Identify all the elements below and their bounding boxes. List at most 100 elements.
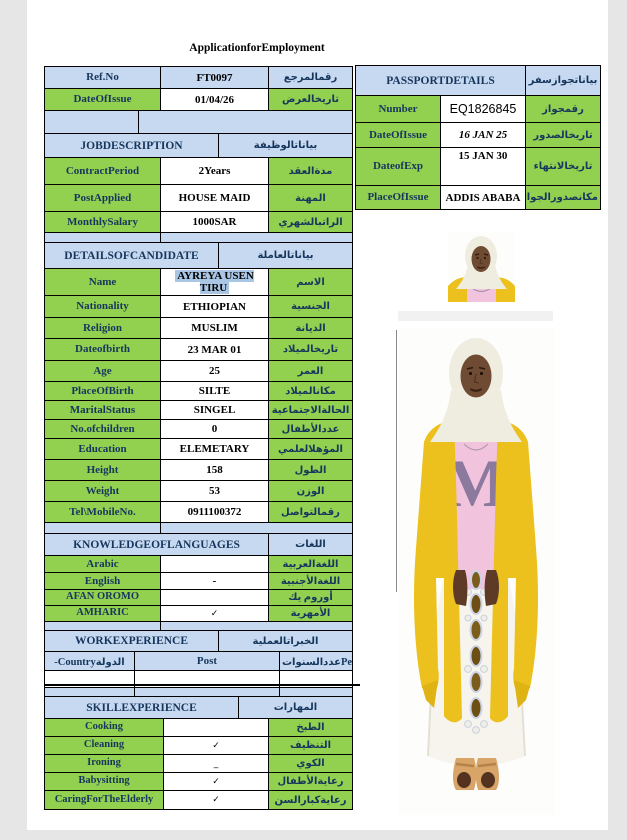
row-value[interactable]: FT0097 — [160, 66, 269, 89]
spacer-row — [44, 522, 353, 534]
row-value[interactable]: 158 — [160, 459, 269, 481]
row-label: DateOfIssue — [44, 88, 161, 111]
row-label-arabic: رعايةالأطفال — [268, 772, 353, 791]
column-header-period: عددالسنواتPeriod- — [279, 651, 353, 671]
empty-cell — [44, 522, 161, 534]
row-label: Tel\MobileNo. — [44, 501, 161, 523]
row-label: PlaceOfIssue — [355, 185, 441, 210]
row-value[interactable]: 23 MAR 01 — [160, 338, 269, 361]
row-label-arabic: أوروم يك — [268, 589, 353, 606]
pink-shirt — [444, 428, 508, 589]
row-value[interactable]: 0 — [160, 419, 269, 439]
row-label: AFAN OROMO — [44, 589, 161, 606]
table-row: DateOfIssue 01/04/26 تاريخالعرض — [44, 88, 353, 111]
row-value[interactable] — [163, 718, 269, 737]
row-value[interactable]: 01/04/26 — [160, 88, 269, 111]
row-label: Age — [44, 360, 161, 382]
row-label: DateOfIssue — [355, 122, 441, 148]
table-row: PlaceOfBirth SILTE مكانالميلاد — [44, 381, 353, 401]
row-label: Education — [44, 438, 161, 460]
row-value[interactable]: 53 — [160, 480, 269, 502]
languages-header: KNOWLEDGEOFLANGUAGES اللغات — [44, 533, 353, 556]
hijab-drape — [430, 390, 522, 442]
table-row: CaringForTheElderly ✓ رعايةكبارالسن — [44, 790, 353, 810]
table-row: PostApplied HOUSE MAID المهنة — [44, 184, 353, 212]
row-label: Religion — [44, 317, 161, 339]
row-value[interactable]: MUSLIM — [160, 317, 269, 339]
row-value[interactable]: HOUSE MAID — [160, 184, 269, 212]
section-title-arabic: بياناتالعاملة — [218, 242, 353, 269]
row-value[interactable]: ✓ — [160, 605, 269, 622]
table-row: Arabic اللغةالعربية — [44, 555, 353, 573]
row-value[interactable]: ETHIOPIAN — [160, 295, 269, 318]
empty-cell — [44, 232, 161, 243]
row-value[interactable]: ✓ — [163, 772, 269, 791]
table-row: MaritalStatus SINGEL الحالةالاجتماعية — [44, 400, 353, 420]
row-label-arabic: الحالةالاجتماعية — [268, 400, 353, 420]
row-label-arabic: مكانصدورالجواز — [525, 185, 601, 210]
table-row: Nationality ETHIOPIAN الجنسية — [44, 295, 353, 318]
row-label: MaritalStatus — [44, 400, 161, 420]
row-value[interactable]: - — [160, 572, 269, 590]
column-header-post: Post — [134, 651, 280, 671]
row-label-arabic: رقمالمرجع — [268, 66, 353, 89]
row-value[interactable]: 16 JAN 25 — [440, 122, 526, 148]
section-title-arabic: اللغات — [268, 533, 353, 556]
empty-cell — [44, 110, 139, 134]
table-row: English - اللغةالأجنبية — [44, 572, 353, 590]
row-label: PostApplied — [44, 184, 161, 212]
row-value[interactable]: 0911100372 — [160, 501, 269, 523]
row-label-arabic: تاريخالميلاد — [268, 338, 353, 361]
section-title: DETAILSOFCANDIDATE — [44, 242, 219, 269]
name-value[interactable]: AYREYA USEN TIRU — [160, 268, 269, 296]
necklace — [463, 443, 489, 451]
section-title-arabic: المهارات — [238, 696, 353, 719]
section-title: JOBDESCRIPTION — [44, 133, 219, 158]
row-label-arabic: رقمالتواصل — [268, 501, 353, 523]
row-value[interactable] — [160, 589, 269, 606]
table-row: Ironing _ الكوي — [44, 754, 353, 773]
row-value[interactable]: SINGEL — [160, 400, 269, 420]
row-label-arabic: الاسم — [268, 268, 353, 296]
row-value[interactable]: ELEMETARY — [160, 438, 269, 460]
row-value[interactable]: _ — [163, 754, 269, 773]
candidate-headshot-photo — [448, 232, 515, 302]
row-value[interactable]: SILTE — [160, 381, 269, 401]
row-value[interactable]: ✓ — [163, 790, 269, 810]
row-label-arabic: العمر — [268, 360, 353, 382]
row-label-arabic: رقمجواز — [525, 95, 601, 123]
passport-header: PASSPORTDETAILS بياناتجوازسفر — [355, 65, 601, 96]
row-label: MonthlySalary — [44, 211, 161, 233]
row-value[interactable]: 15 JAN 30 — [440, 147, 526, 186]
row-value[interactable]: ✓ — [163, 736, 269, 755]
hand-left — [453, 570, 468, 606]
candidate-header: DETAILSOFCANDIDATE بياناتالعاملة — [44, 242, 353, 269]
row-label: Nationality — [44, 295, 161, 318]
row-value[interactable] — [160, 555, 269, 573]
row-value[interactable]: ADDIS ABABA — [440, 185, 526, 210]
row-label-arabic: الراتبالشهري — [268, 211, 353, 233]
hand-right — [484, 570, 499, 606]
table-row: Ref.No FT0097 رقمالمرجع — [44, 66, 353, 89]
empty-cell — [160, 232, 353, 243]
table-row: MonthlySalary 1000SAR الراتبالشهري — [44, 211, 353, 233]
divider-line — [44, 684, 360, 686]
table-row: ContractPeriod 2Years مدةالعقد — [44, 157, 353, 185]
row-value[interactable]: EQ1826845 — [440, 95, 526, 123]
row-value[interactable]: 2Years — [160, 157, 269, 185]
table-row: DateOfIssue 16 JAN 25 تاريخالصدور — [355, 122, 601, 148]
selected-text[interactable]: AYREYA USEN TIRU — [175, 270, 254, 294]
hijab-drape — [456, 264, 507, 289]
cardigan-left — [414, 420, 462, 723]
row-label-arabic: الديانة — [268, 317, 353, 339]
section-title-arabic: بياناتجوازسفر — [525, 65, 601, 96]
row-label: DateofExp — [355, 147, 441, 186]
row-value[interactable]: 25 — [160, 360, 269, 382]
row-label: Weight — [44, 480, 161, 502]
row-value[interactable]: 1000SAR — [160, 211, 269, 233]
skirt-embroidery — [469, 570, 483, 719]
candidate-full-photo: M — [398, 328, 555, 815]
table-row: AFAN OROMO أوروم يك — [44, 589, 353, 606]
row-label: Ref.No — [44, 66, 161, 89]
languages-table: Arabic اللغةالعربية English - اللغةالأجن… — [44, 555, 353, 622]
